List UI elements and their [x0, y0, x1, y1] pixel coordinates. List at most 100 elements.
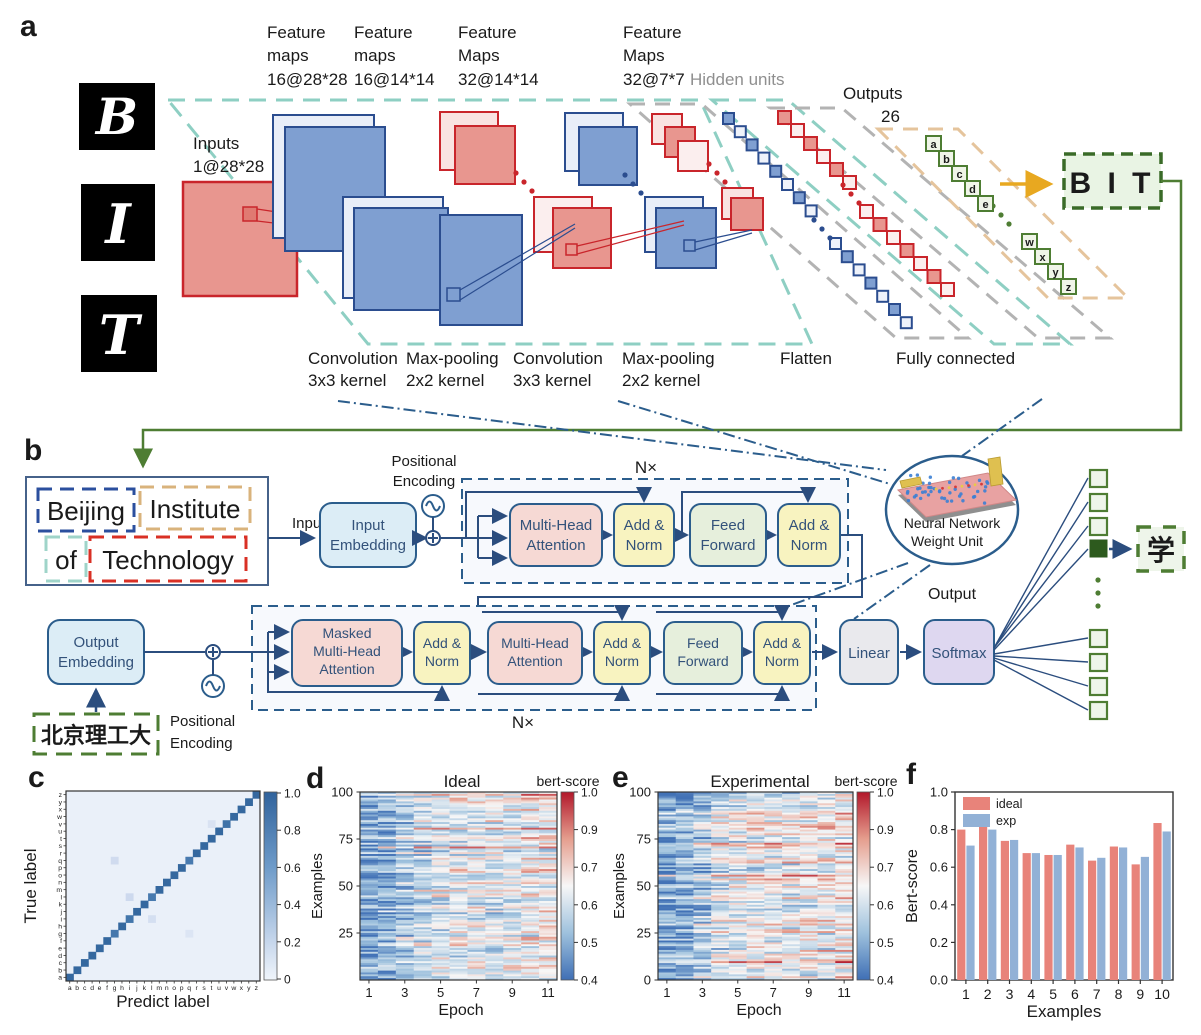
heatmap-cell: [467, 978, 486, 981]
heatmap-cell: [449, 831, 468, 834]
heatmap-cell: [413, 940, 432, 943]
heatmap-cell: [539, 897, 558, 900]
heatmap-cell: [817, 880, 836, 883]
heatmap-cell: [782, 949, 801, 953]
heatmap-cell: [467, 803, 486, 806]
heatmap-cell: [431, 961, 450, 964]
heatmap-cell: [395, 842, 415, 845]
heatmap-cell: [503, 861, 522, 864]
heatmap-cell: [817, 822, 836, 825]
heatmap-cell: [764, 921, 783, 924]
epoch-tick: 3: [401, 985, 408, 1000]
heatmap-cell: [377, 833, 397, 836]
heatmap-cell: [539, 970, 558, 973]
heatmap-cell: [693, 902, 712, 906]
heatmap-cell: [746, 812, 765, 815]
heatmap-cell: [693, 827, 712, 830]
heatmap-cell: [521, 882, 540, 885]
pool-kernel-2: [683, 239, 696, 252]
svg-text:Technology: Technology: [102, 545, 234, 575]
colorbar-tick: 0.4: [284, 898, 301, 912]
kernel-projection: [459, 227, 576, 301]
heatmap-cell: [817, 910, 836, 913]
heatmap-cell: [728, 902, 747, 906]
heatmap-cell: [782, 916, 801, 919]
heatmap-cell: [377, 839, 397, 842]
heatmap-cell: [764, 889, 783, 892]
heatmap-cell: [658, 917, 677, 921]
heatmap-cell: [782, 807, 801, 810]
heatmap-cell: [485, 848, 504, 851]
heatmap-cell: [675, 946, 694, 949]
svg-text:Maps: Maps: [623, 46, 665, 65]
heatmap-cell: [485, 902, 504, 906]
bar-ideal: [979, 825, 988, 980]
heatmap-cell: [431, 869, 450, 872]
heatmap-cell: [728, 974, 747, 977]
heatmap-cell: [675, 829, 694, 832]
output-letter: x: [1039, 252, 1046, 264]
heatmap-cell: [658, 934, 677, 938]
cm-diagonal-cell: [252, 791, 261, 799]
heatmap-cell: [503, 955, 522, 958]
flatten-square: [769, 164, 783, 178]
heatmap-cell: [485, 934, 504, 938]
svg-text:16@28*28: 16@28*28: [267, 70, 348, 89]
heatmap-cell: [521, 831, 540, 834]
heatmap-cell: [539, 923, 558, 926]
bar-ideal: [957, 829, 966, 980]
svg-text:Norm: Norm: [626, 537, 663, 554]
heatmap-cell: [395, 944, 415, 947]
heatmap-cell: [799, 797, 818, 800]
flatten-square: [781, 178, 794, 191]
heatmap-cell: [521, 810, 540, 814]
heatmap-cell: [728, 863, 747, 866]
heatmap-cell: [413, 949, 432, 953]
heatmap-cell: [485, 886, 504, 889]
heatmap-cell: [711, 801, 730, 804]
heatmap-cell: [413, 899, 432, 902]
heatmap-cell: [764, 837, 783, 840]
heatmap-cell: [360, 818, 379, 821]
heatmap-cell: [746, 951, 765, 955]
heatmap-cell: [431, 803, 450, 806]
heatmap-cell: [746, 946, 765, 949]
heatmap-cell: [658, 805, 677, 808]
cm-xtick: k: [143, 985, 147, 992]
heatmap-cell: [746, 795, 765, 798]
heatmap-cell: [467, 839, 486, 842]
panel-e: e Experimental bert-score 1 3 5 7 9 111007550…: [611, 761, 898, 1019]
heatmap-cell: [817, 840, 836, 844]
heatmap-cell: [728, 846, 747, 849]
heatmap-cell: [521, 917, 540, 921]
svg-text:Softmax: Softmax: [931, 645, 987, 662]
heatmap-cell: [521, 923, 540, 926]
heatmap-cell: [449, 859, 468, 862]
heatmap-cell: [817, 891, 836, 894]
chip-texture-dot: [953, 487, 957, 491]
heatmap-cell: [485, 927, 504, 930]
heatmap-cell: [377, 812, 397, 815]
heatmap-cell: [817, 797, 836, 800]
f-ytick: 0.6: [930, 860, 948, 875]
cm-diagonal-cell: [140, 900, 149, 909]
kernel-projection: [459, 223, 576, 291]
heatmap-cell: [521, 963, 540, 966]
heatmap-cell: [485, 818, 504, 821]
chip-texture-dot: [918, 496, 923, 501]
heatmap-cell: [395, 966, 415, 970]
heatmap-cell: [764, 938, 783, 941]
heatmap-cell: [675, 797, 694, 800]
heatmap-cell: [360, 889, 379, 892]
heatmap-cell: [395, 968, 415, 971]
heatmap-cell: [746, 840, 765, 844]
heatmap-cell: [764, 829, 783, 832]
examples-tick: 75: [637, 832, 651, 847]
heatmap-cell: [467, 891, 486, 894]
colorbar-tick: 0.7: [581, 861, 598, 875]
heatmap-cell: [395, 912, 415, 915]
heatmap-cell: [360, 931, 379, 934]
heatmap-cell: [395, 850, 415, 853]
heatmap-cell: [658, 964, 677, 968]
heatmap-cell: [449, 940, 468, 943]
